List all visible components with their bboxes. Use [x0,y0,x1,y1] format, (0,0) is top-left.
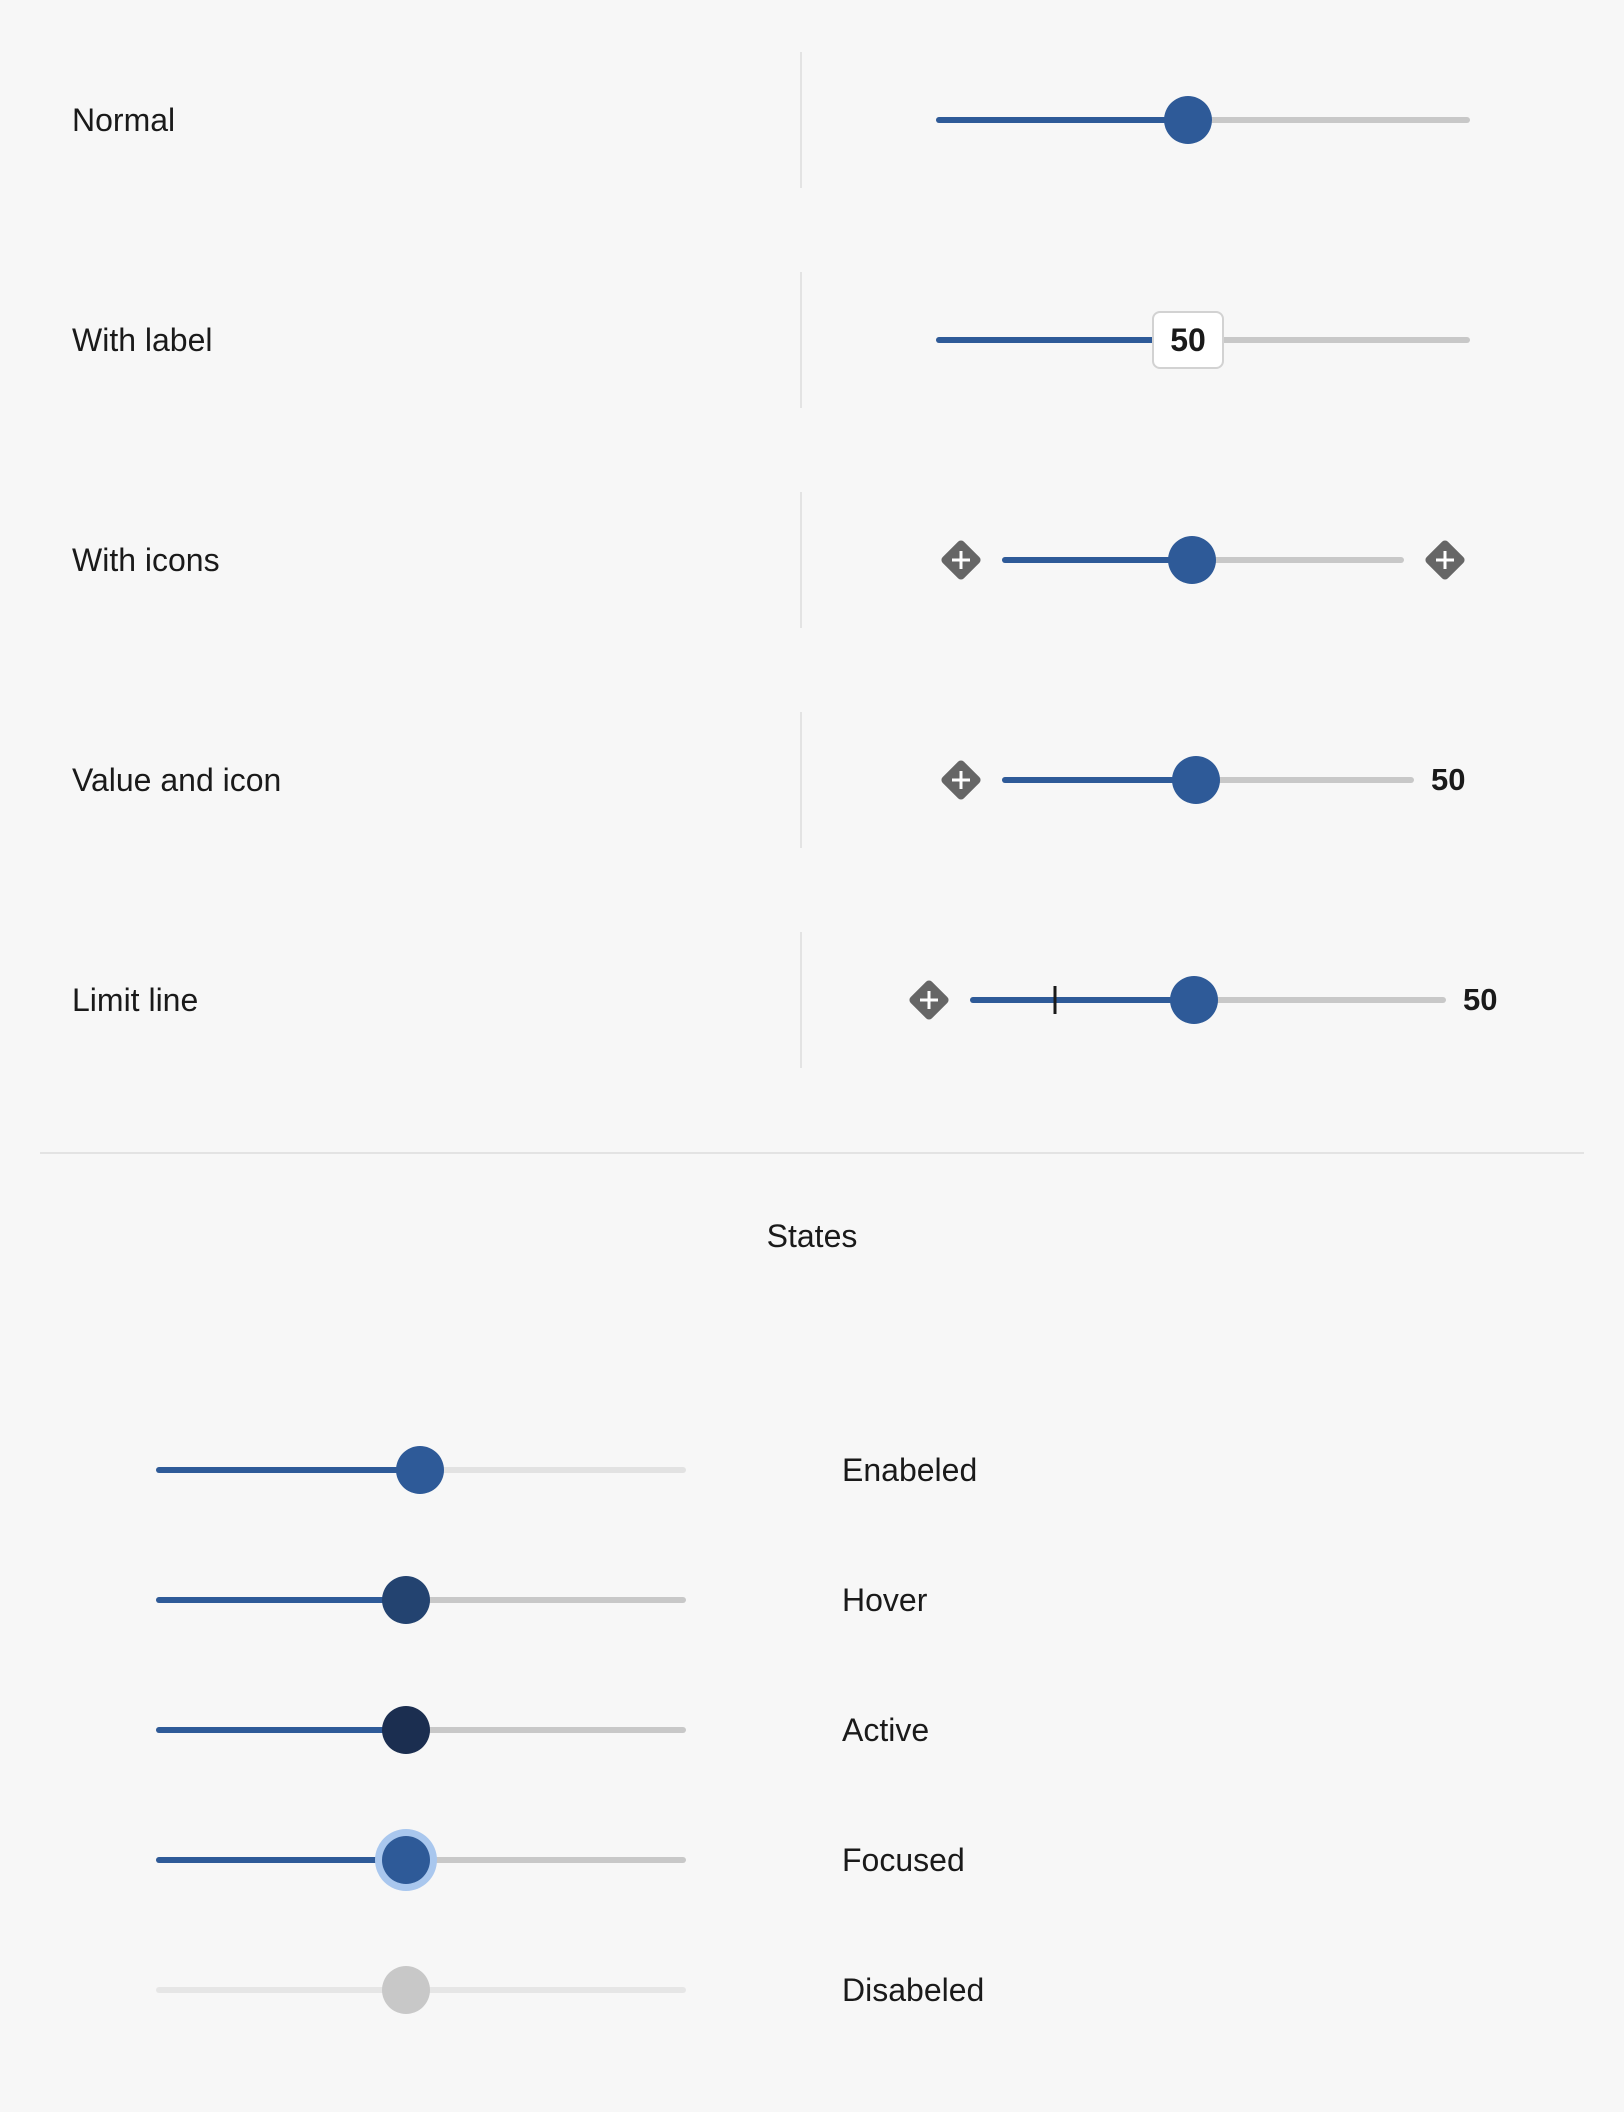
slider-fill [156,1857,406,1863]
slider-state-disabled [156,1966,686,2014]
slider-thumb[interactable] [382,1706,430,1754]
variant-label: Normal [72,102,176,138]
column-divider [800,932,802,1068]
variant-row-with-icons: With icons [0,492,1624,628]
slider-fill [970,997,1194,1003]
slider-fill [1002,557,1192,563]
variant-label: With label [72,322,213,358]
slider-state-hover[interactable] [156,1576,686,1624]
limit-line-marker [1053,986,1057,1014]
slider-fill [936,337,1188,343]
diamond-plus-icon[interactable] [938,757,984,803]
slider-state-focused[interactable] [156,1836,686,1884]
slider-thumb[interactable] [382,1836,430,1884]
variant-label: Value and icon [72,762,282,798]
slider-with-icons[interactable] [1002,536,1404,584]
slider-fill [156,1467,420,1473]
state-label: Active [842,1712,930,1748]
diamond-plus-icon[interactable] [938,537,984,583]
slider-thumb[interactable] [1172,756,1220,804]
slider-state-enabled[interactable] [156,1446,686,1494]
slider-fill [1002,777,1196,783]
column-divider [800,712,802,848]
slider-limit-line[interactable] [970,976,1446,1024]
slider-value-and-icon[interactable] [1002,756,1414,804]
variant-row-limit-line: Limit line 50 [0,932,1624,1068]
slider-normal[interactable] [936,96,1470,144]
variant-row-normal: Normal [0,52,1624,188]
variant-row-value-and-icon: Value and icon 50 [0,712,1624,848]
slider-value: 50 [1431,762,1466,797]
section-title: States [766,1218,858,1254]
slider-fill [156,1597,406,1603]
slider-thumb[interactable] [1170,976,1218,1024]
variant-label: With icons [72,542,220,578]
state-label: Enabeled [842,1452,978,1488]
slider-thumb [382,1966,430,2014]
slider-fill [936,117,1188,123]
variant-row-with-label: With label 50 [0,272,1624,408]
column-divider [800,272,802,408]
slider-fill [156,1727,406,1733]
variant-label: Limit line [72,982,199,1018]
state-label: Focused [842,1842,965,1878]
state-label: Disabeled [842,1972,985,2008]
slider-thumb[interactable] [382,1576,430,1624]
column-divider [800,52,802,188]
slider-value: 50 [1463,982,1498,1017]
slider-thumb[interactable] [1164,96,1212,144]
slider-thumb[interactable] [1168,536,1216,584]
column-divider [800,492,802,628]
slider-state-active[interactable] [156,1706,686,1754]
section-divider [40,1152,1584,1154]
slider-thumb[interactable] [396,1446,444,1494]
diamond-plus-icon[interactable] [906,977,952,1023]
slider-thumb-label[interactable]: 50 [1152,311,1224,369]
slider-with-label[interactable]: 50 [936,311,1470,369]
diamond-plus-icon[interactable] [1422,537,1468,583]
state-label: Hover [842,1582,928,1618]
